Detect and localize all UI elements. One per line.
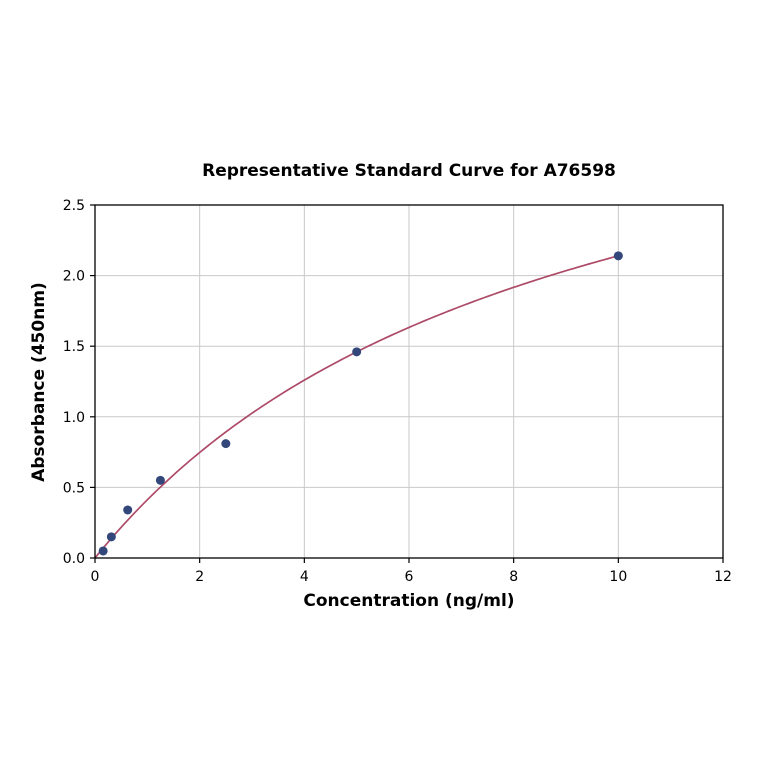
- y-tick-label: 1.5: [63, 339, 85, 355]
- data-point: [221, 439, 231, 449]
- chart-title: Representative Standard Curve for A76598: [202, 161, 616, 181]
- data-point: [352, 347, 362, 357]
- y-tick-label: 0.0: [63, 551, 85, 567]
- y-tick-label: 1.0: [63, 410, 85, 426]
- x-tick-label: 6: [405, 569, 414, 585]
- y-tick-label: 2.0: [63, 269, 85, 285]
- x-axis-label: Concentration (ng/ml): [303, 591, 515, 611]
- fit-curve: [94, 255, 619, 559]
- data-point: [98, 546, 108, 556]
- data-point: [613, 251, 623, 261]
- x-tick-label: 12: [714, 569, 732, 585]
- x-tick-label: 0: [91, 569, 100, 585]
- data-point: [123, 505, 133, 515]
- x-tick-label: 4: [300, 569, 309, 585]
- data-point: [106, 532, 116, 542]
- y-tick-label: 2.5: [63, 198, 85, 214]
- data-point: [155, 475, 165, 485]
- x-tick-label: 2: [195, 569, 204, 585]
- y-tick-label: 0.5: [63, 480, 85, 496]
- x-tick-label: 8: [509, 569, 518, 585]
- x-tick-label: 10: [609, 569, 627, 585]
